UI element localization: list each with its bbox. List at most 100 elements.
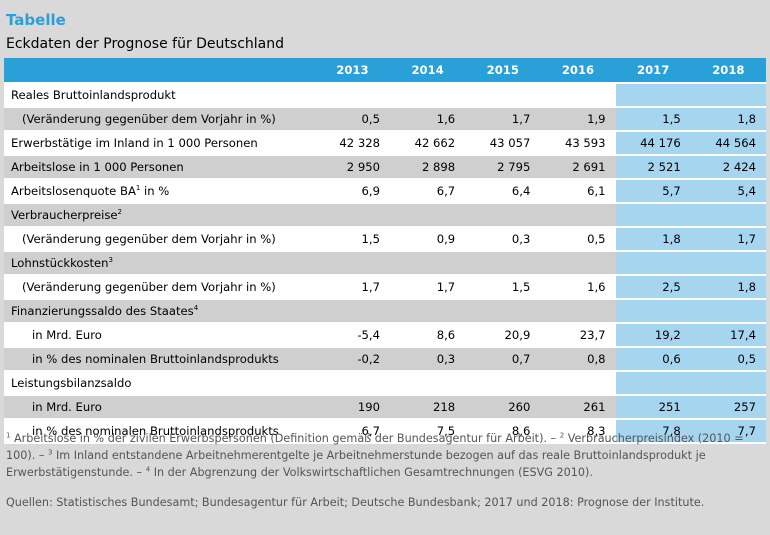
- table-kicker: Tabelle: [6, 11, 66, 29]
- row-label-text: Erwerbstätige im Inland in 1 000 Persone…: [11, 136, 258, 150]
- table-title: Eckdaten der Prognose für Deutschland: [6, 36, 284, 52]
- row-label-text: Arbeitslose in 1 000 Personen: [11, 160, 184, 174]
- row-label: in % des nominalen Bruttoinlandsprodukts: [4, 419, 315, 444]
- row-label-text: in Mrd. Euro: [32, 328, 102, 342]
- value-cell: 1,7: [314, 275, 390, 300]
- table-body: Reales Bruttoinlandsprodukt (Veränderung …: [4, 83, 766, 444]
- value-cell: [540, 371, 616, 396]
- table-row: Reales Bruttoinlandsprodukt: [4, 83, 766, 108]
- forecast-table: 2013 2014 2015 2016 2017 2018 Reales Bru…: [4, 58, 766, 444]
- forecast-value-cell: 2 424: [690, 155, 766, 180]
- value-cell: [314, 299, 390, 324]
- value-cell: [390, 371, 466, 396]
- row-label-text: (Veränderung gegenüber dem Vorjahr in %): [22, 232, 276, 246]
- forecast-value-cell: [615, 251, 691, 276]
- row-label: Finanzierungssaldo des Staates4: [4, 299, 315, 324]
- forecast-value-cell: 1,8: [615, 227, 691, 252]
- value-cell: [390, 83, 466, 108]
- forecast-value-cell: [615, 371, 691, 396]
- footnote-marker: 4: [145, 465, 151, 474]
- value-cell: [465, 299, 541, 324]
- row-label-text: Arbeitslosenquote BA: [11, 184, 136, 198]
- value-cell: [314, 83, 390, 108]
- forecast-value-cell: 5,7: [615, 179, 691, 204]
- forecast-value-cell: 2 521: [615, 155, 691, 180]
- value-cell: [540, 203, 616, 228]
- value-cell: 8,6: [390, 323, 466, 348]
- forecast-value-cell: 44 564: [690, 131, 766, 156]
- table-row: Lohnstückkosten3: [4, 251, 766, 276]
- value-cell: 1,5: [465, 275, 541, 300]
- header-row: 2013 2014 2015 2016 2017 2018: [4, 58, 766, 84]
- value-cell: [314, 251, 390, 276]
- value-cell: 8,3: [540, 419, 616, 444]
- value-cell: [540, 83, 616, 108]
- value-cell: 0,3: [465, 227, 541, 252]
- value-cell: 1,9: [540, 107, 616, 132]
- value-cell: 1,7: [390, 275, 466, 300]
- forecast-value-cell: 0,6: [615, 347, 691, 372]
- table-row: Verbraucherpreise2: [4, 203, 766, 228]
- value-cell: 261: [540, 395, 616, 420]
- sources-note: Quellen: Statistisches Bundesamt; Bundes…: [6, 496, 705, 509]
- forecast-value-cell: 1,5: [615, 107, 691, 132]
- value-cell: 1,6: [390, 107, 466, 132]
- table-row: (Veränderung gegenüber dem Vorjahr in %)…: [4, 227, 766, 252]
- value-cell: 190: [314, 395, 390, 420]
- value-cell: 42 662: [390, 131, 466, 156]
- year-header: 2018: [690, 58, 766, 84]
- table-row: Arbeitslosenquote BA1 in % 6,9 6,7 6,4 6,1 5,…: [4, 179, 766, 204]
- row-label-suffix: in %: [140, 184, 170, 198]
- value-cell: 7,5: [390, 419, 466, 444]
- value-cell: 0,3: [390, 347, 466, 372]
- value-cell: [540, 299, 616, 324]
- row-label: (Veränderung gegenüber dem Vorjahr in %): [4, 227, 315, 252]
- value-cell: [390, 203, 466, 228]
- row-label-text: Lohnstückkosten: [11, 256, 109, 270]
- footnote-text: Verbraucherpreisindex (2010 = 100). –: [6, 432, 744, 462]
- forecast-value-cell: 7,8: [615, 419, 691, 444]
- value-cell: 43 057: [465, 131, 541, 156]
- row-label-text: (Veränderung gegenüber dem Vorjahr in %): [22, 280, 276, 294]
- forecast-value-cell: 19,2: [615, 323, 691, 348]
- value-cell: 6,7: [390, 179, 466, 204]
- table-row: in Mrd. Euro 190 218 260 261 251 257: [4, 395, 766, 420]
- footnote-marker: 3: [108, 256, 113, 265]
- table-row: (Veränderung gegenüber dem Vorjahr in %)…: [4, 107, 766, 132]
- year-header: 2016: [540, 58, 616, 84]
- forecast-value-cell: 1,7: [690, 227, 766, 252]
- value-cell: 260: [465, 395, 541, 420]
- value-cell: -0,2: [314, 347, 390, 372]
- value-cell: 8,6: [465, 419, 541, 444]
- row-label-text: Leistungsbilanzsaldo: [11, 376, 132, 390]
- value-cell: 6,4: [465, 179, 541, 204]
- value-cell: 1,6: [540, 275, 616, 300]
- row-label: (Veränderung gegenüber dem Vorjahr in %): [4, 275, 315, 300]
- row-label: Arbeitslosenquote BA1 in %: [4, 179, 315, 204]
- forecast-value-cell: [615, 203, 691, 228]
- year-header: 2015: [465, 58, 541, 84]
- row-label-text: in % des nominalen Bruttoinlandsprodukts: [32, 424, 279, 438]
- forecast-value-cell: 2,5: [615, 275, 691, 300]
- year-header: 2017: [615, 58, 691, 84]
- footnote-marker: 2: [559, 431, 565, 440]
- footnote-text: Arbeitslose in % der zivilen Erwerbspers…: [10, 432, 560, 445]
- row-label: in % des nominalen Bruttoinlandsprodukts: [4, 347, 315, 372]
- row-label-text: (Veränderung gegenüber dem Vorjahr in %): [22, 112, 276, 126]
- row-label: in Mrd. Euro: [4, 395, 315, 420]
- forecast-value-cell: [690, 83, 766, 108]
- footnote-marker: 4: [193, 304, 199, 313]
- row-label-text: in Mrd. Euro: [32, 400, 102, 414]
- value-cell: 23,7: [540, 323, 616, 348]
- forecast-value-cell: 5,4: [690, 179, 766, 204]
- forecast-value-cell: 1,8: [690, 107, 766, 132]
- row-label: Leistungsbilanzsaldo: [4, 371, 315, 396]
- value-cell: 0,7: [465, 347, 541, 372]
- row-label-text: Verbraucherpreise: [11, 208, 118, 222]
- year-header: 2014: [390, 58, 466, 84]
- row-label: in Mrd. Euro: [4, 323, 315, 348]
- value-cell: -5,4: [314, 323, 390, 348]
- value-cell: [314, 203, 390, 228]
- row-label: Erwerbstätige im Inland in 1 000 Persone…: [4, 131, 315, 156]
- forecast-value-cell: [690, 371, 766, 396]
